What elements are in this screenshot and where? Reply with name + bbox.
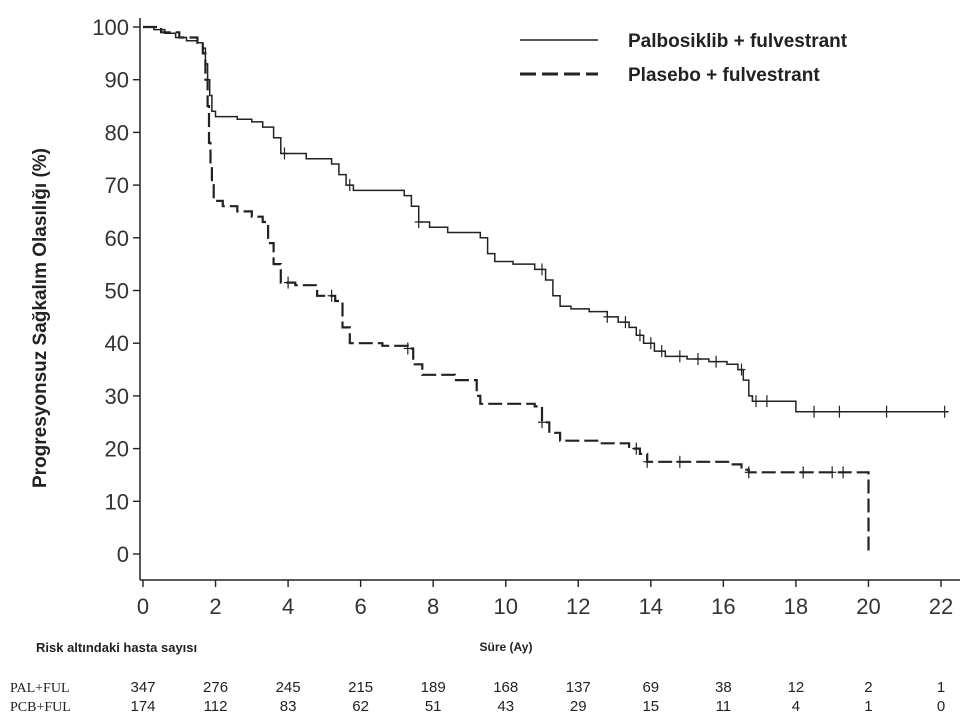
risk-cell: 174 bbox=[130, 698, 155, 715]
y-tick-label: 40 bbox=[105, 331, 129, 356]
risk-cell: 12 bbox=[788, 679, 805, 696]
y-tick-label: 60 bbox=[105, 226, 129, 251]
risk-cell: 1 bbox=[937, 679, 945, 696]
legend-label-plasebo: Plasebo + fulvestrant bbox=[628, 65, 820, 86]
series-layer bbox=[143, 25, 949, 554]
series-line-plasebo bbox=[143, 25, 870, 554]
y-tick-label: 20 bbox=[105, 437, 129, 462]
censor-mark bbox=[280, 147, 289, 160]
risk-cell: 112 bbox=[204, 698, 228, 715]
censor-mark bbox=[538, 263, 546, 276]
legend: Palbosiklib + fulvestrant Plasebo + fulv… bbox=[520, 31, 848, 86]
censor-mark bbox=[762, 395, 771, 408]
risk-cell: 168 bbox=[493, 679, 518, 696]
x-axis-ticks: 0 2 4 6 8 10 12 14 16 18 20 22 bbox=[137, 580, 953, 619]
censor-mark bbox=[693, 353, 702, 366]
risk-cell: 1 bbox=[864, 698, 872, 715]
x-tick-label: 16 bbox=[711, 594, 735, 619]
y-tick-label: 0 bbox=[117, 542, 129, 567]
censor-mark bbox=[744, 466, 753, 479]
censor-mark bbox=[284, 276, 293, 289]
censor-mark bbox=[327, 289, 336, 302]
y-axis-label: Progresyonsuz Sağkalım Olasılığı (%) bbox=[30, 148, 51, 488]
risk-row-label: PAL+FUL bbox=[10, 681, 70, 696]
y-tick-label: 50 bbox=[105, 279, 129, 304]
censor-mark bbox=[621, 316, 630, 329]
risk-cell: 38 bbox=[715, 679, 732, 696]
censor-mark bbox=[414, 215, 423, 228]
censor-mark bbox=[675, 455, 684, 468]
y-tick-label: 70 bbox=[105, 173, 129, 198]
censor-mark bbox=[657, 345, 666, 358]
x-tick-label: 18 bbox=[784, 594, 808, 619]
censor-mark bbox=[799, 466, 808, 479]
x-tick-label: 10 bbox=[493, 594, 517, 619]
x-tick-label: 14 bbox=[639, 594, 663, 619]
risk-cell: 189 bbox=[421, 679, 446, 696]
x-tick-label: 12 bbox=[566, 594, 590, 619]
x-tick-label: 8 bbox=[427, 594, 439, 619]
x-tick-label: 4 bbox=[282, 594, 294, 619]
risk-table: PAL+FUL 347 276 245 215 189 168 137 69 38 12 2 1 PCB+… bbox=[10, 679, 945, 715]
x-axis-label: Süre (Ay) bbox=[480, 640, 533, 654]
risk-cell: 2 bbox=[864, 679, 872, 696]
risk-cell: 29 bbox=[570, 698, 587, 715]
censor-mark bbox=[635, 329, 644, 342]
censor-mark bbox=[835, 405, 844, 418]
axes bbox=[139, 18, 960, 581]
risk-cell: 276 bbox=[203, 679, 228, 696]
risk-cell: 137 bbox=[566, 679, 591, 696]
censor-mark bbox=[839, 466, 848, 479]
risk-cell: 11 bbox=[716, 698, 732, 715]
censor-mark bbox=[403, 342, 412, 355]
censor-mark bbox=[712, 355, 721, 368]
y-tick-label: 10 bbox=[105, 489, 129, 514]
x-tick-label: 2 bbox=[209, 594, 221, 619]
censor-mark bbox=[752, 395, 761, 408]
risk-table-title: Risk altındaki hasta sayısı bbox=[36, 640, 197, 655]
x-tick-label: 0 bbox=[137, 594, 149, 619]
y-tick-label: 30 bbox=[105, 384, 129, 409]
x-tick-label: 6 bbox=[355, 594, 367, 619]
censor-mark bbox=[737, 363, 746, 376]
risk-cell: 83 bbox=[280, 698, 297, 715]
risk-cell: 347 bbox=[130, 679, 155, 696]
censor-mark bbox=[882, 405, 891, 418]
risk-cell: 215 bbox=[348, 679, 373, 696]
risk-cell: 15 bbox=[642, 698, 659, 715]
risk-cell: 245 bbox=[276, 679, 301, 696]
risk-cell: 0 bbox=[937, 698, 945, 715]
risk-cell: 69 bbox=[642, 679, 659, 696]
censor-mark bbox=[538, 416, 546, 429]
legend-label-palbosiklib: Palbosiklib + fulvestrant bbox=[628, 31, 848, 52]
censor-mark bbox=[646, 337, 655, 350]
censor-mark bbox=[345, 179, 354, 192]
censor-mark bbox=[828, 466, 837, 479]
x-tick-label: 22 bbox=[929, 594, 953, 619]
risk-cell: 4 bbox=[792, 698, 800, 715]
y-tick-label: 80 bbox=[105, 120, 129, 145]
censor-mark bbox=[603, 310, 612, 323]
x-tick-label: 20 bbox=[856, 594, 880, 619]
y-tick-label: 90 bbox=[105, 68, 129, 93]
risk-cell: 62 bbox=[352, 698, 369, 715]
y-axis-ticks: 0 10 20 30 40 50 60 70 80 90 100 bbox=[92, 15, 140, 567]
risk-row-label: PCB+FUL bbox=[10, 700, 71, 715]
censor-mark bbox=[643, 455, 652, 468]
risk-cell: 51 bbox=[425, 698, 442, 715]
censor-mark bbox=[675, 350, 684, 363]
risk-cell: 43 bbox=[497, 698, 514, 715]
y-tick-label: 100 bbox=[92, 15, 129, 40]
censor-mark bbox=[810, 405, 819, 418]
censor-mark bbox=[632, 442, 641, 455]
censor-mark bbox=[940, 405, 949, 418]
